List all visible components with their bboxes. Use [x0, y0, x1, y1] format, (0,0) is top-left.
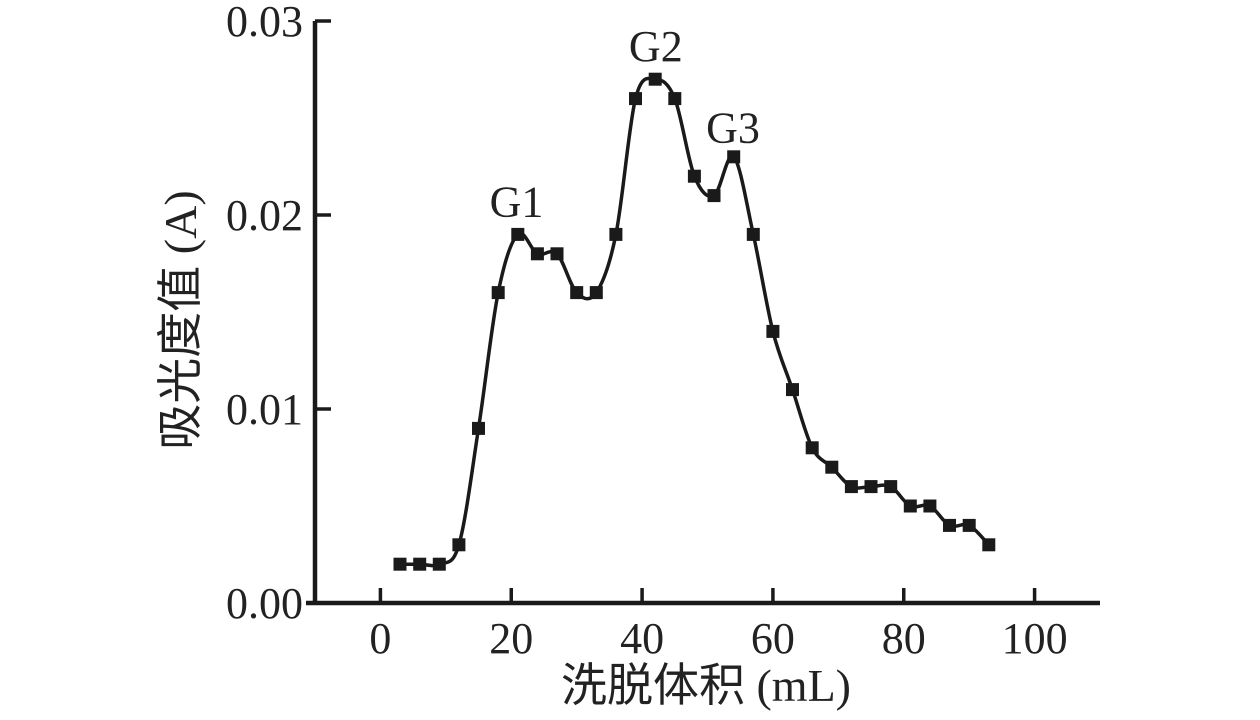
data-point-marker	[629, 92, 642, 106]
data-point-marker	[923, 499, 937, 513]
data-point-marker	[511, 227, 525, 241]
x-tick-label: 40	[620, 614, 664, 663]
x-axis-title: 洗脱体积 (mL)	[561, 660, 851, 711]
peak-label-g3: G3	[706, 104, 760, 153]
x-tick-label: 80	[882, 614, 926, 663]
data-point-marker	[844, 480, 858, 494]
data-point-marker	[766, 324, 780, 338]
data-point-marker	[687, 169, 701, 183]
y-tick-label: 0.02	[226, 191, 303, 240]
data-point-marker	[786, 383, 799, 397]
data-point-marker	[805, 441, 819, 455]
peak-labels: G1 G2 G3	[490, 22, 760, 226]
data-point-marker	[550, 247, 564, 261]
y-ticks: 0.00 0.01 0.02 0.03	[226, 0, 331, 628]
data-point-marker	[648, 72, 662, 86]
data-point-marker	[452, 538, 466, 552]
data-point-marker	[609, 227, 623, 241]
data-point-marker	[491, 286, 505, 300]
x-tick-label: 100	[1002, 614, 1068, 663]
x-tick-label: 20	[489, 614, 533, 663]
axes: 0.00 0.01 0.02 0.03 0 20 40 60 80 100	[226, 0, 1100, 663]
data-point-marker	[727, 150, 741, 164]
peak-label-g2: G2	[629, 22, 683, 71]
peak-label-g1: G1	[490, 177, 544, 226]
y-tick-label: 0.03	[226, 0, 303, 46]
y-axis-title: 吸光度值 (A)	[155, 190, 206, 449]
y-tick-label: 0.01	[226, 385, 303, 434]
x-ticks: 0 20 40 60 80 100	[369, 588, 1068, 663]
data-point-marker	[472, 421, 485, 435]
data-point-marker	[432, 557, 446, 571]
x-tick-label: 0	[369, 614, 391, 663]
data-point-marker	[943, 518, 956, 532]
data-point-marker	[962, 518, 976, 532]
data-point-marker	[530, 247, 544, 261]
data-point-marker	[589, 286, 603, 300]
data-point-marker	[864, 480, 878, 494]
data-point-marker	[884, 480, 898, 494]
data-series	[393, 72, 996, 571]
data-point-marker	[825, 460, 839, 474]
data-point-marker	[903, 499, 917, 513]
data-point-marker	[570, 286, 584, 300]
data-point-marker	[413, 557, 427, 571]
data-point-marker	[746, 227, 760, 241]
series-line	[400, 76, 991, 568]
y-tick-label: 0.00	[226, 579, 303, 628]
data-point-marker	[668, 92, 682, 106]
x-tick-label: 60	[751, 614, 795, 663]
data-point-marker	[393, 557, 407, 571]
data-point-marker	[707, 189, 721, 203]
data-point-marker	[982, 538, 996, 552]
